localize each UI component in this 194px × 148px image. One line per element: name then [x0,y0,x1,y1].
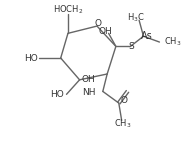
Text: HO: HO [24,54,38,62]
Text: O: O [94,19,101,28]
Text: OH: OH [99,27,113,36]
Text: O: O [120,96,127,105]
Text: CH$_3$: CH$_3$ [114,118,132,130]
Text: S: S [128,42,134,51]
Text: HOCH$_2$: HOCH$_2$ [53,4,83,16]
Text: CH$_3$: CH$_3$ [164,35,181,48]
Text: NH: NH [82,88,96,97]
Text: HO: HO [51,90,64,99]
Text: H$_3$C: H$_3$C [127,12,145,24]
Text: As: As [140,31,152,41]
Text: OH: OH [81,75,95,84]
